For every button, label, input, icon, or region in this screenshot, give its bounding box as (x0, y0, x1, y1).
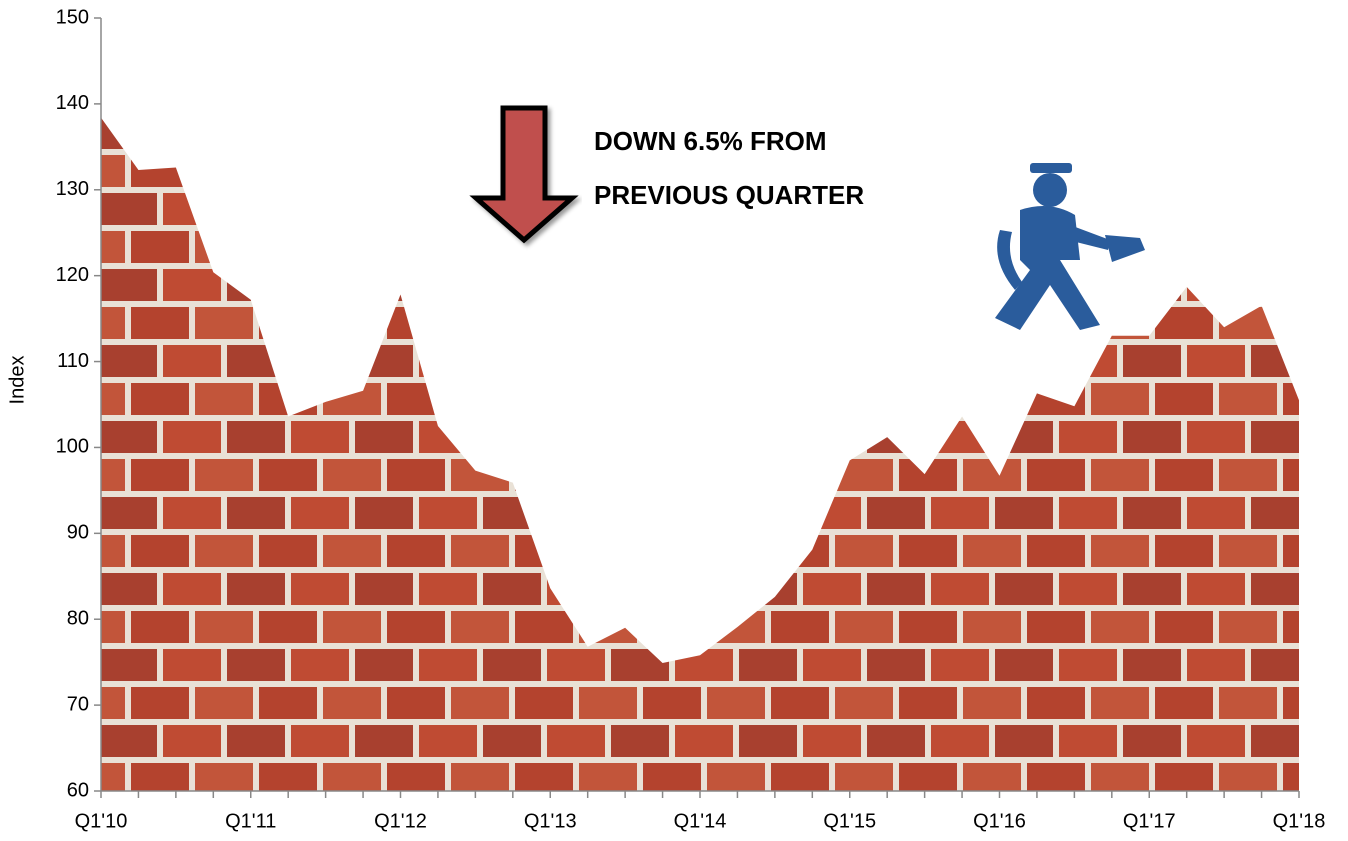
x-tick-label: Q1'14 (674, 810, 727, 832)
down-arrow (476, 108, 572, 240)
y-tick-label: 90 (67, 522, 89, 544)
y-axis-label: Index (6, 356, 28, 405)
y-tick-label: 130 (56, 178, 89, 200)
y-tick-label: 150 (56, 6, 89, 28)
y-tick-label: 140 (56, 92, 89, 114)
x-tick-label: Q1'12 (374, 810, 427, 832)
y-tick-label: 80 (67, 608, 89, 630)
x-tick-label: Q1'17 (1123, 810, 1176, 832)
x-tick-label: Q1'10 (75, 810, 128, 832)
x-tick-label: Q1'16 (973, 810, 1026, 832)
x-tick-label: Q1'11 (225, 810, 276, 832)
annotation: PREVIOUS QUARTER (594, 180, 864, 210)
y-tick-label: 60 (67, 779, 89, 801)
annotation: DOWN 6.5% FROM (594, 126, 827, 156)
y-tick-label: 120 (56, 264, 89, 286)
area (101, 118, 1299, 791)
x-tick-label: Q1'18 (1273, 810, 1326, 832)
y-tick-label: 100 (56, 436, 89, 458)
chart: DOWN 6.5% FROM PREVIOUS QUARTER Index 60… (0, 0, 1348, 841)
worker-icon (995, 163, 1145, 330)
y-tick-label: 110 (57, 350, 89, 372)
y-tick-label: 70 (67, 693, 89, 715)
x-tick-label: Q1'13 (524, 810, 577, 832)
x-tick-label: Q1'15 (823, 810, 876, 832)
